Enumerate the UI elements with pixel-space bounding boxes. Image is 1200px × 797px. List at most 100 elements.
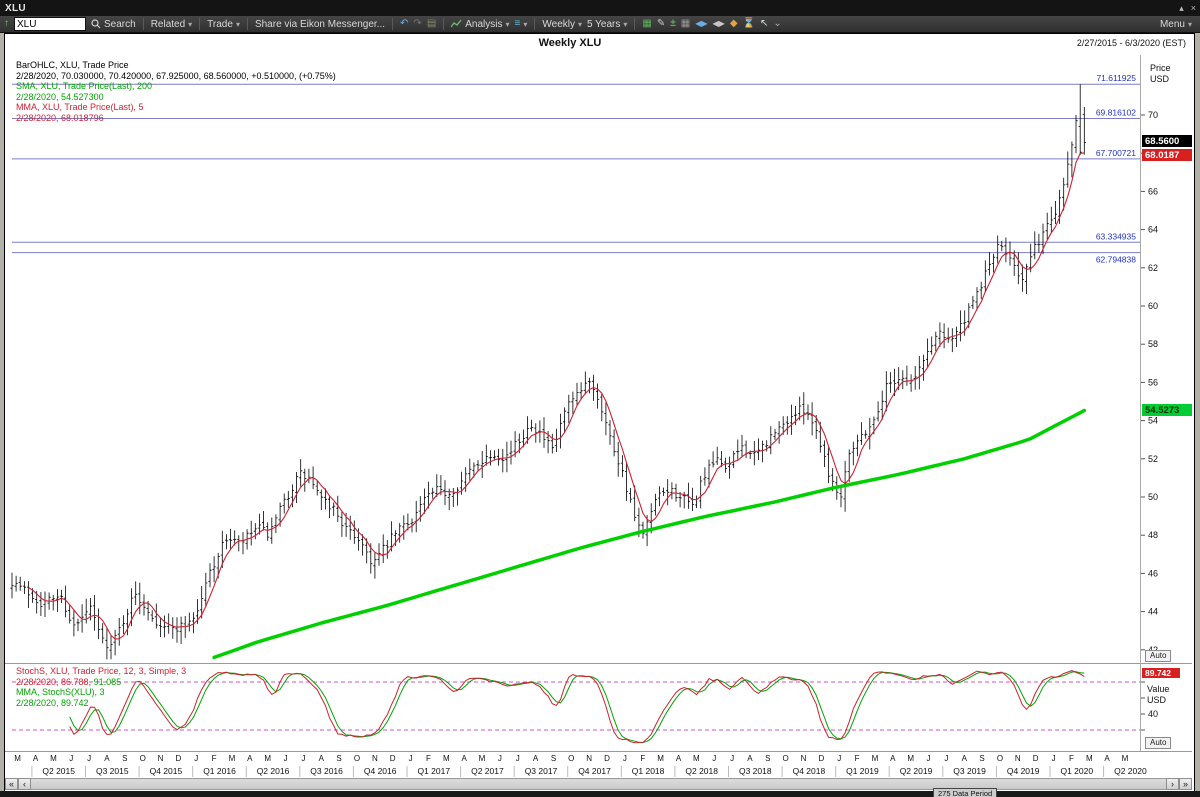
svg-text:Q1 2018: Q1 2018	[632, 766, 665, 776]
folder-icon[interactable]: ▤	[426, 18, 437, 29]
svg-text:J: J	[1052, 754, 1056, 763]
svg-text:J: J	[837, 754, 841, 763]
svg-text:A: A	[33, 754, 39, 763]
search-button[interactable]: Search	[91, 19, 136, 30]
svg-text:52: 52	[1148, 454, 1158, 464]
svg-text:D: D	[819, 754, 825, 763]
legend-stoch-mma-series: MMA, StochS(XLU), 3	[16, 687, 105, 698]
svg-text:D: D	[176, 754, 182, 763]
cursor-icon[interactable]: ↖	[759, 18, 769, 29]
svg-text:J: J	[712, 754, 716, 763]
diamond-icon[interactable]: ◆	[729, 18, 738, 29]
share-messenger-button[interactable]: Share via Eikon Messenger...	[254, 18, 386, 30]
pivot-lines: 71.611925 69.816102 67.700721 63.334935 62.7…	[12, 73, 1140, 265]
svg-text:J: J	[69, 754, 73, 763]
step-arrows-icon[interactable]: ◀▶	[712, 19, 725, 28]
last-price-badge: 68.5600	[1142, 135, 1192, 147]
chevron-down-icon: ▾	[1187, 19, 1192, 29]
close-icon[interactable]: ×	[1190, 2, 1196, 13]
interval-dropdown[interactable]: Weekly ▾	[542, 19, 582, 30]
svg-text:O: O	[140, 754, 146, 763]
legend-stoch-series: StochS, XLU, Trade Price, 12, 3, Simple,…	[16, 666, 187, 676]
analysis-chart-icon	[451, 19, 462, 28]
svg-text:46: 46	[1148, 568, 1158, 578]
legend-bar-values: 2/28/2020, 70.030000, 70.420000, 67.9250…	[16, 70, 336, 81]
svg-text:Q3 2017: Q3 2017	[525, 766, 558, 776]
trade-label: Trade	[207, 18, 233, 30]
svg-text:A: A	[676, 754, 682, 763]
pan-arrows-icon[interactable]: ◀▶	[695, 19, 708, 28]
svg-text:Q3 2015: Q3 2015	[96, 766, 129, 776]
scroll-right-button[interactable]: ›	[1166, 778, 1179, 790]
svg-text:J: J	[516, 754, 520, 763]
trade-dropdown[interactable]: Trade ▾	[207, 19, 240, 30]
svg-text:63.334935: 63.334935	[1096, 231, 1136, 241]
svg-text:Q2 2020: Q2 2020	[1114, 766, 1147, 776]
price-axis-unit: USD	[1150, 74, 1170, 84]
range-dropdown[interactable]: 5 Years ▾	[587, 19, 627, 30]
legend-mma-series: MMA, XLU, Trade Price(Last), 5	[16, 102, 144, 113]
svg-text:Q4 2019: Q4 2019	[1007, 766, 1040, 776]
interval-value: Weekly	[542, 18, 575, 30]
svg-text:Q2 2019: Q2 2019	[900, 766, 933, 776]
chart-type-icon[interactable]: ▦	[642, 18, 652, 29]
svg-text:Q3 2018: Q3 2018	[739, 766, 772, 776]
stoch-k-line	[69, 670, 1085, 744]
svg-text:Q1 2019: Q1 2019	[846, 766, 879, 776]
svg-text:Q1 2017: Q1 2017	[417, 766, 450, 776]
scroll-far-right-button[interactable]: »	[1179, 778, 1192, 790]
chevron-down-icon: ▾	[188, 19, 193, 29]
svg-text:J: J	[301, 754, 305, 763]
time-scrollbar: « ‹ › »	[5, 778, 1192, 790]
svg-text:J: J	[409, 754, 413, 763]
svg-text:Q3 2016: Q3 2016	[310, 766, 343, 776]
annotate-icon[interactable]: ✎	[656, 18, 666, 29]
svg-text:M: M	[872, 754, 879, 763]
svg-text:42: 42	[1148, 645, 1158, 655]
sma-price-badge: 54.5273	[1142, 404, 1192, 416]
hourglass-icon[interactable]: ⌛	[742, 18, 755, 29]
svg-text:J: J	[944, 754, 948, 763]
svg-text:M: M	[14, 754, 21, 763]
main-chart-legend: BarOHLC, XLU, Trade Price 2/28/2020, 70.…	[16, 60, 336, 124]
svg-text:N: N	[158, 754, 164, 763]
search-input[interactable]	[14, 17, 86, 31]
legend-sma-series: SMA, XLU, Trade Price(Last), 200	[16, 81, 153, 92]
related-dropdown[interactable]: Related ▾	[151, 19, 192, 30]
add-remove-series-icon[interactable]: ±	[670, 18, 676, 29]
svg-text:48: 48	[1148, 530, 1158, 540]
svg-text:Q4 2016: Q4 2016	[364, 766, 397, 776]
undo-icon[interactable]: ↶	[400, 18, 409, 29]
svg-text:M: M	[693, 754, 700, 763]
svg-text:F: F	[855, 754, 860, 763]
svg-text:M: M	[1086, 754, 1093, 763]
layers-dropdown[interactable]: ≡ ▾	[515, 19, 528, 29]
svg-text:S: S	[765, 754, 770, 763]
svg-text:S: S	[551, 754, 556, 763]
scroll-far-left-button[interactable]: «	[5, 778, 18, 790]
analysis-dropdown[interactable]: Analysis ▾	[451, 19, 510, 30]
up-arrow-icon[interactable]: ↑	[4, 18, 9, 29]
scroll-left-button[interactable]: ‹	[18, 778, 31, 790]
svg-text:A: A	[1104, 754, 1110, 763]
svg-text:71.611925: 71.611925	[1096, 73, 1136, 83]
search-button-label: Search	[104, 18, 136, 30]
chevron-down-icon: ▾	[523, 19, 528, 29]
svg-text:40: 40	[1148, 709, 1158, 719]
svg-text:M: M	[229, 754, 236, 763]
svg-text:62: 62	[1148, 263, 1158, 273]
minimize-icon[interactable]: ▴	[1179, 2, 1184, 13]
svg-text:M: M	[907, 754, 914, 763]
value-axis-unit: USD	[1147, 695, 1167, 705]
menu-dropdown[interactable]: Menu ▾	[1160, 19, 1200, 30]
svg-text:Q2 2016: Q2 2016	[257, 766, 290, 776]
redo-icon[interactable]: ↷	[413, 18, 422, 29]
grid-icon[interactable]: ▦	[680, 18, 691, 29]
legend-sma-value: 2/28/2020, 54.527300	[16, 91, 104, 102]
stoch-axis-auto-button[interactable]: Auto	[1145, 737, 1172, 749]
collapse-toolbar-icon[interactable]: ⌄	[773, 18, 782, 29]
scrollbar-track[interactable]	[31, 778, 1166, 790]
price-axis-auto-button[interactable]: Auto	[1145, 650, 1172, 662]
svg-text:A: A	[319, 754, 325, 763]
